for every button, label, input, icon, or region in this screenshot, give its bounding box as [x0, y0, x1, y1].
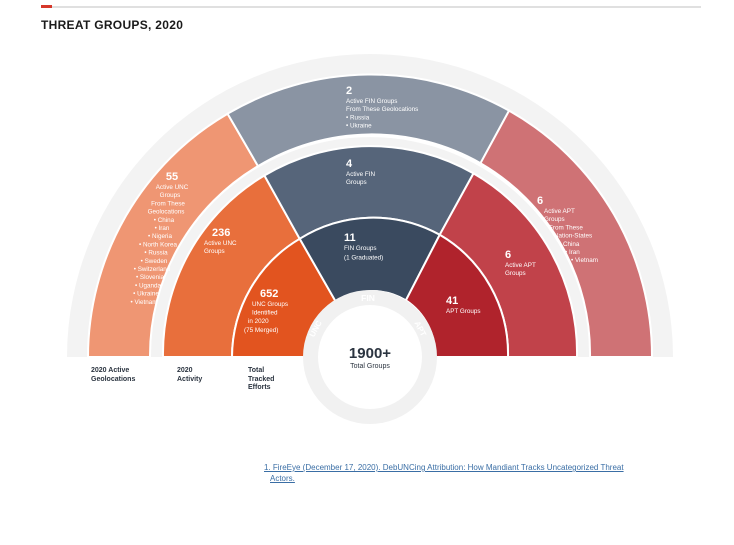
apt-geolocations-number: 6 [537, 195, 543, 207]
unc-geolocations-text-line: From These [151, 200, 185, 207]
unc-activity-text-line: Active UNC [204, 240, 237, 247]
unc-geolocations-text-line: • Russia [144, 250, 168, 257]
unc-geolocations-text-line: • Ukraine [133, 291, 159, 298]
column-label-line: Activity [177, 375, 203, 383]
apt-activity-number: 6 [505, 249, 511, 261]
apt-geolocations-text-line: • China [559, 241, 580, 248]
apt-geolocations-text-line: • Vietnam [571, 257, 598, 264]
unc-tracked-number: 652 [260, 288, 278, 300]
fin-tracked-text-line: (1 Graduated) [344, 255, 383, 262]
center-disc [318, 305, 422, 409]
footnote-link[interactable]: 1. FireEye (December 17, 2020). DebUNCin… [264, 462, 694, 484]
top-rule-accent [41, 5, 52, 8]
fin-tracked-text-line: FIN Groups [344, 245, 377, 252]
fin-geolocations-text-line: From These Geolocations [346, 106, 418, 113]
apt-geolocations-text-line: Active APT [544, 208, 575, 215]
unc-geolocations-text-line: • Nigeria [148, 233, 172, 240]
column-label-line: Tracked [248, 375, 275, 383]
unc-activity-number: 236 [212, 227, 230, 239]
fin-activity-text-line: Active FIN [346, 171, 375, 178]
unc-geolocations-text-line: • Sweden [141, 258, 168, 265]
geolocations-ring [86, 73, 654, 358]
column-label-line: 2020 Active [91, 367, 130, 374]
unc-tracked-text-line: in 2020 [248, 318, 269, 325]
apt-tracked-text-line: APT Groups [446, 308, 481, 315]
unc-geolocations-text-line: Active UNC [156, 184, 189, 191]
unc-activity-text-line: Groups [204, 248, 225, 255]
unc-geolocations-text-line: • Vietnam [131, 299, 158, 306]
apt-geolocations-text-line: Nation-States [554, 233, 592, 240]
apt-activity-text-line: Groups [505, 270, 526, 277]
unc-tracked-text-line: Identified [252, 310, 278, 317]
column-label-line: Efforts [248, 384, 271, 391]
unc-geolocations-text-line: Groups [160, 192, 181, 199]
apt-geolocations-text-line: From These [549, 224, 583, 231]
fin-activity-number: 4 [346, 158, 353, 170]
page-title: THREAT GROUPS, 2020 [41, 18, 184, 32]
unc-geolocations-text-line: • North Korea [139, 241, 177, 248]
column-label-geolocations: 2020 Active Geolocations [91, 367, 135, 384]
apt-geolocations-text-line: Groups [544, 216, 565, 223]
fin-geolocations-number: 2 [346, 85, 352, 97]
unc-geolocations-text-line: Geolocations [148, 209, 185, 216]
unc-geolocations-text-line: • Switzerland [134, 266, 171, 273]
apt-geolocations-text-line: • Iran [565, 249, 580, 256]
fin-geolocations-text-line: • Ukraine [346, 123, 372, 130]
apt-tracked-number: 41 [446, 295, 458, 307]
unc-tracked-text-line: UNC Groups [252, 301, 288, 308]
fin-geolocations-text-line: • Russia [346, 114, 370, 121]
unc-geolocations-text-line: • China [154, 217, 175, 224]
top-rule [41, 6, 701, 8]
unc-tracked-text-line: (75 Merged) [244, 327, 278, 334]
total-groups-value: 1900+ [349, 345, 391, 362]
fin-geolocations-text-line: Active FIN Groups [346, 98, 397, 105]
column-label-activity: 2020 Activity [177, 367, 202, 384]
total-groups-label: Total Groups [350, 363, 390, 370]
fin-tracked-number: 11 [344, 232, 356, 244]
column-label-total: Total Tracked Efforts [248, 367, 274, 393]
column-label-line: Total [248, 367, 265, 374]
column-label-line: Geolocations [91, 375, 136, 383]
column-label-line: 2020 [177, 367, 193, 374]
footnote-line-1[interactable]: 1. FireEye (December 17, 2020). DebUNCin… [264, 463, 624, 472]
apt-activity-text-line: Active APT [505, 262, 536, 269]
unc-geolocations-text-line: • Iran [155, 225, 170, 232]
unc-geolocations-number: 55 [166, 171, 178, 183]
unc-geolocations-text-line: • Uganda [135, 282, 162, 289]
fin-activity-text-line: Groups [346, 179, 367, 186]
apt-geolocations-segment [479, 109, 654, 358]
unc-geolocations-text-line: • Slovenia [136, 274, 165, 281]
fin-type-label: FIN [361, 293, 375, 303]
footnote-line-2[interactable]: Actors. [270, 474, 295, 483]
